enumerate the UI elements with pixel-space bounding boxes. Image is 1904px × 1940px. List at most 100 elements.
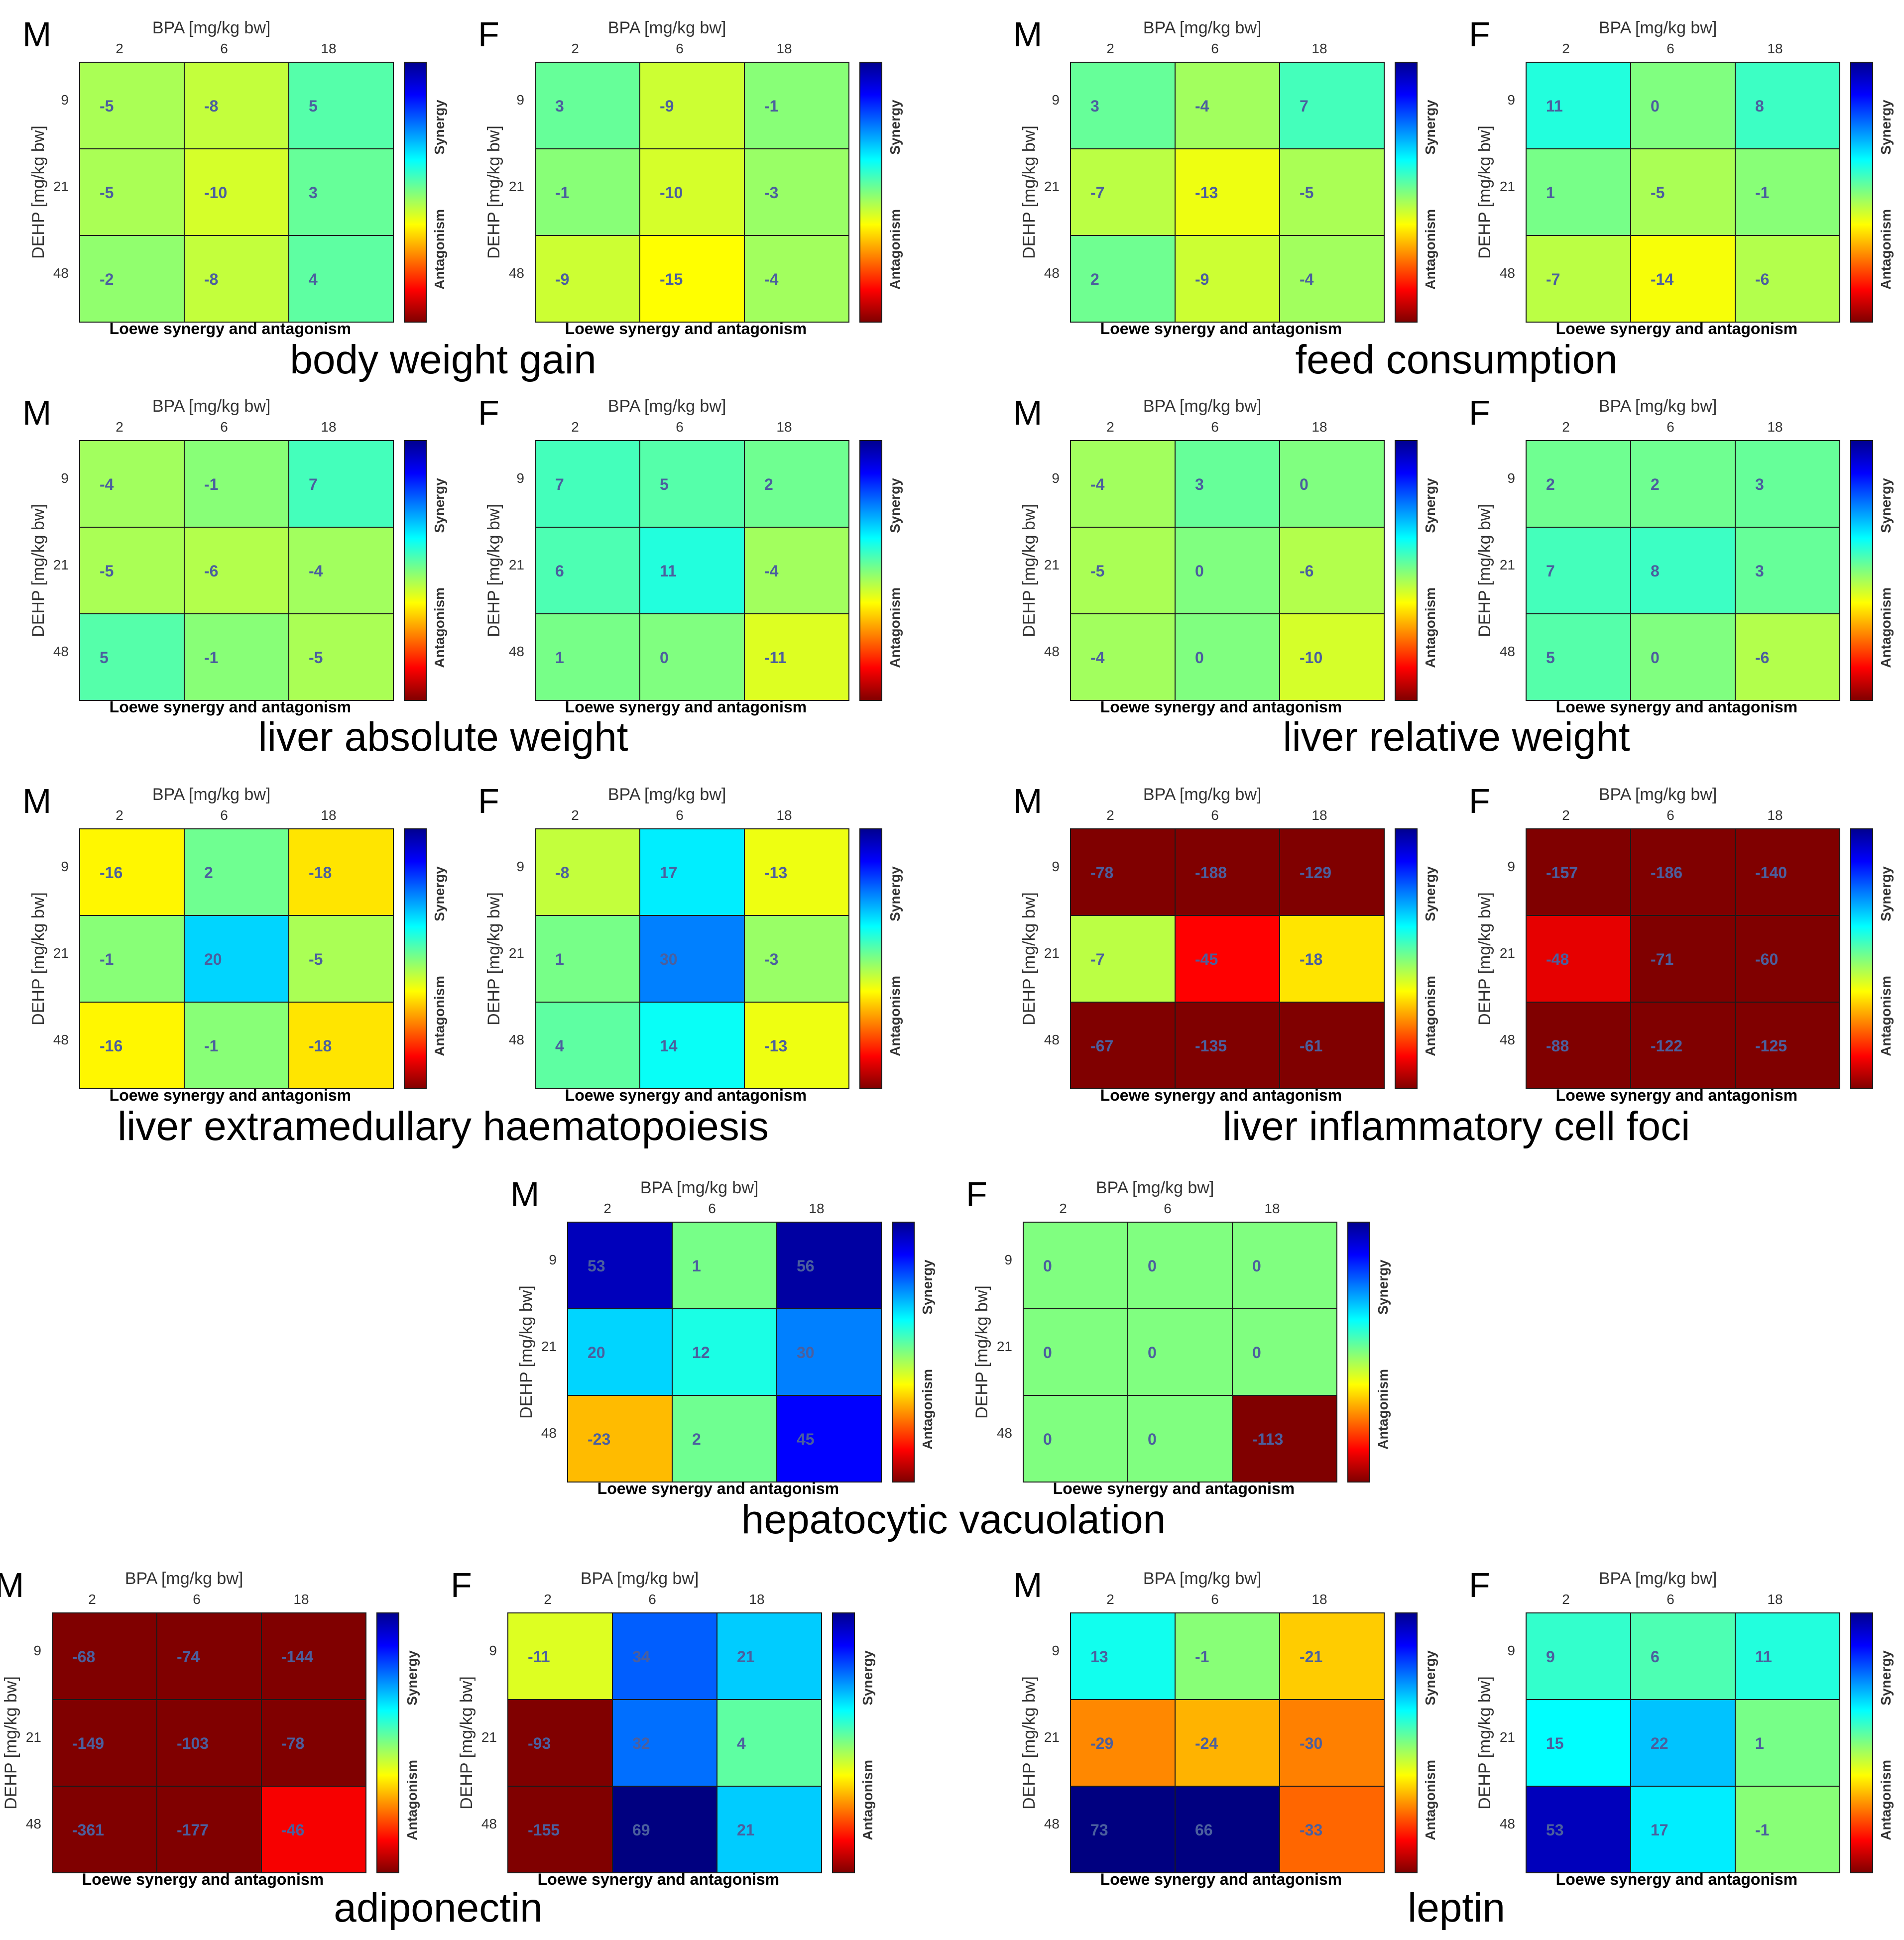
heatmap-cell [639,1002,745,1089]
x-axis-label: BPA [mg/kg bw] [1143,785,1261,804]
cell-value: -5 [100,97,114,115]
cell-value: -60 [1755,950,1778,968]
heatmap-cell [184,62,289,149]
heatmap-cell [535,915,640,1003]
x-tick-label: 6 [676,41,684,56]
y-tick-label: 9 [1004,1252,1012,1267]
heatmap-cell [79,1002,185,1089]
heatmap-cell [1279,527,1385,614]
heatmap-cell [744,915,849,1003]
panel-footer-label: Loewe synergy and antagonism [1100,698,1342,716]
chart-title: feed consumption [1295,337,1617,382]
y-tick-label: 21 [1044,1729,1060,1745]
heatmap-cell [1070,915,1176,1003]
cell-value: -11 [528,1648,550,1666]
x-axis-label: BPA [mg/kg bw] [1096,1178,1214,1197]
heatmap-cell [1232,1308,1337,1396]
heatmap-panel-f: F BPA [mg/kg bw] 2 6 18 DEHP [mg/kg bw] 9 21 48 -… [478,782,903,1104]
heatmap-cell [776,1222,882,1309]
cell-value: -1 [204,1037,218,1055]
heatmap-cell [52,1699,157,1787]
y-tick-label: 21 [1044,179,1060,194]
cell-value: -16 [100,864,122,882]
x-tick-label: 6 [676,419,684,435]
colorbar-antagonism-label: Antagonism [432,209,447,290]
cell-value: 66 [1195,1821,1213,1839]
x-tick-label: 2 [1059,1201,1067,1216]
colorbar-antagonism-label: Antagonism [1423,587,1438,668]
colorbar-antagonism-label: Antagonism [1375,1369,1391,1450]
y-tick-label: 9 [1052,470,1060,486]
y-axis-label: DEHP [mg/kg bw] [972,1285,991,1419]
x-axis-label: BPA [mg/kg bw] [152,18,270,37]
y-tick-label: 48 [53,1032,69,1047]
cell-value: -5 [1300,184,1313,202]
heatmap-cell [1735,1786,1840,1873]
x-tick-label: 6 [220,41,228,56]
colorbar [859,62,882,323]
panel-footer-label: Loewe synergy and antagonism [110,320,351,338]
heatmap-cell [1175,235,1280,323]
cell-value: -11 [764,649,786,667]
cell-value: 3 [1090,97,1099,115]
cell-value: 0 [1195,562,1204,580]
cell-value: -7 [1546,270,1560,288]
heatmap-cell [1070,440,1176,528]
x-tick-label: 2 [116,419,123,435]
heatmap-cell [288,62,394,149]
y-tick-label: 21 [26,1729,41,1745]
chart-title: liver extramedullary haematopoiesis [118,1104,769,1149]
panel-footer-label: Loewe synergy and antagonism [597,1480,839,1497]
heatmap-cell [184,828,289,916]
colorbar-antagonism-label: Antagonism [860,1760,875,1840]
heatmap-cell [52,1786,157,1873]
x-tick-label: 2 [116,41,123,56]
colorbar-antagonism-label: Antagonism [404,1760,420,1840]
panel-footer-label: Loewe synergy and antagonism [1556,1086,1797,1104]
y-tick-label: 9 [516,92,524,108]
heatmap-cell [288,148,394,236]
heatmap-cell [1630,1786,1736,1873]
y-tick-label: 9 [1052,92,1060,108]
cell-value: -9 [660,97,674,115]
heatmap-cell [776,1308,882,1396]
y-tick-label: 48 [1500,1816,1515,1831]
heatmap-cell [1175,915,1280,1003]
panel-sex-label: F [478,15,499,54]
heatmap-cell [79,828,185,916]
chart-title: adiponectin [334,1885,542,1931]
x-tick-label: 18 [776,807,792,823]
panel-footer-label: Loewe synergy and antagonism [1100,1086,1342,1104]
cell-value: -78 [1090,864,1113,882]
x-tick-label: 18 [1767,1592,1783,1607]
heatmap-cell [639,148,745,236]
heatmap-cell [1526,1699,1631,1787]
x-axis-label: BPA [mg/kg bw] [640,1178,758,1197]
cell-value: 3 [1755,475,1764,493]
cell-value: -8 [555,864,569,882]
heatmap-cell [261,1786,366,1873]
x-axis-label: BPA [mg/kg bw] [1599,397,1717,416]
x-tick-label: 2 [571,41,579,56]
heatmap-cell [288,235,394,323]
y-tick-label: 21 [541,1339,557,1354]
cell-value: -144 [281,1648,313,1666]
cell-value: -1 [1755,184,1769,202]
cell-value: 2 [1651,475,1660,493]
panel-footer-label: Loewe synergy and antagonism [1556,698,1797,716]
heatmap-cell [567,1222,673,1309]
heatmap-cell [1526,1612,1631,1700]
cell-value: -88 [1546,1037,1569,1055]
colorbar-antagonism-label: Antagonism [1878,976,1894,1056]
heatmap-cell [184,235,289,323]
heatmap-cell [1175,1699,1280,1787]
colorbar-synergy-label: Synergy [860,1650,875,1706]
colorbar-synergy-label: Synergy [1878,866,1894,921]
heatmap-panel-m: M BPA [mg/kg bw] 2 6 18 DEHP [mg/kg bw] 9 21 48 1… [1013,1566,1438,1888]
y-axis-label: DEHP [mg/kg bw] [484,504,503,637]
cell-value: -13 [764,864,787,882]
heatmap-cell [535,148,640,236]
heatmap-cell [612,1699,717,1787]
x-tick-label: 2 [116,807,123,823]
